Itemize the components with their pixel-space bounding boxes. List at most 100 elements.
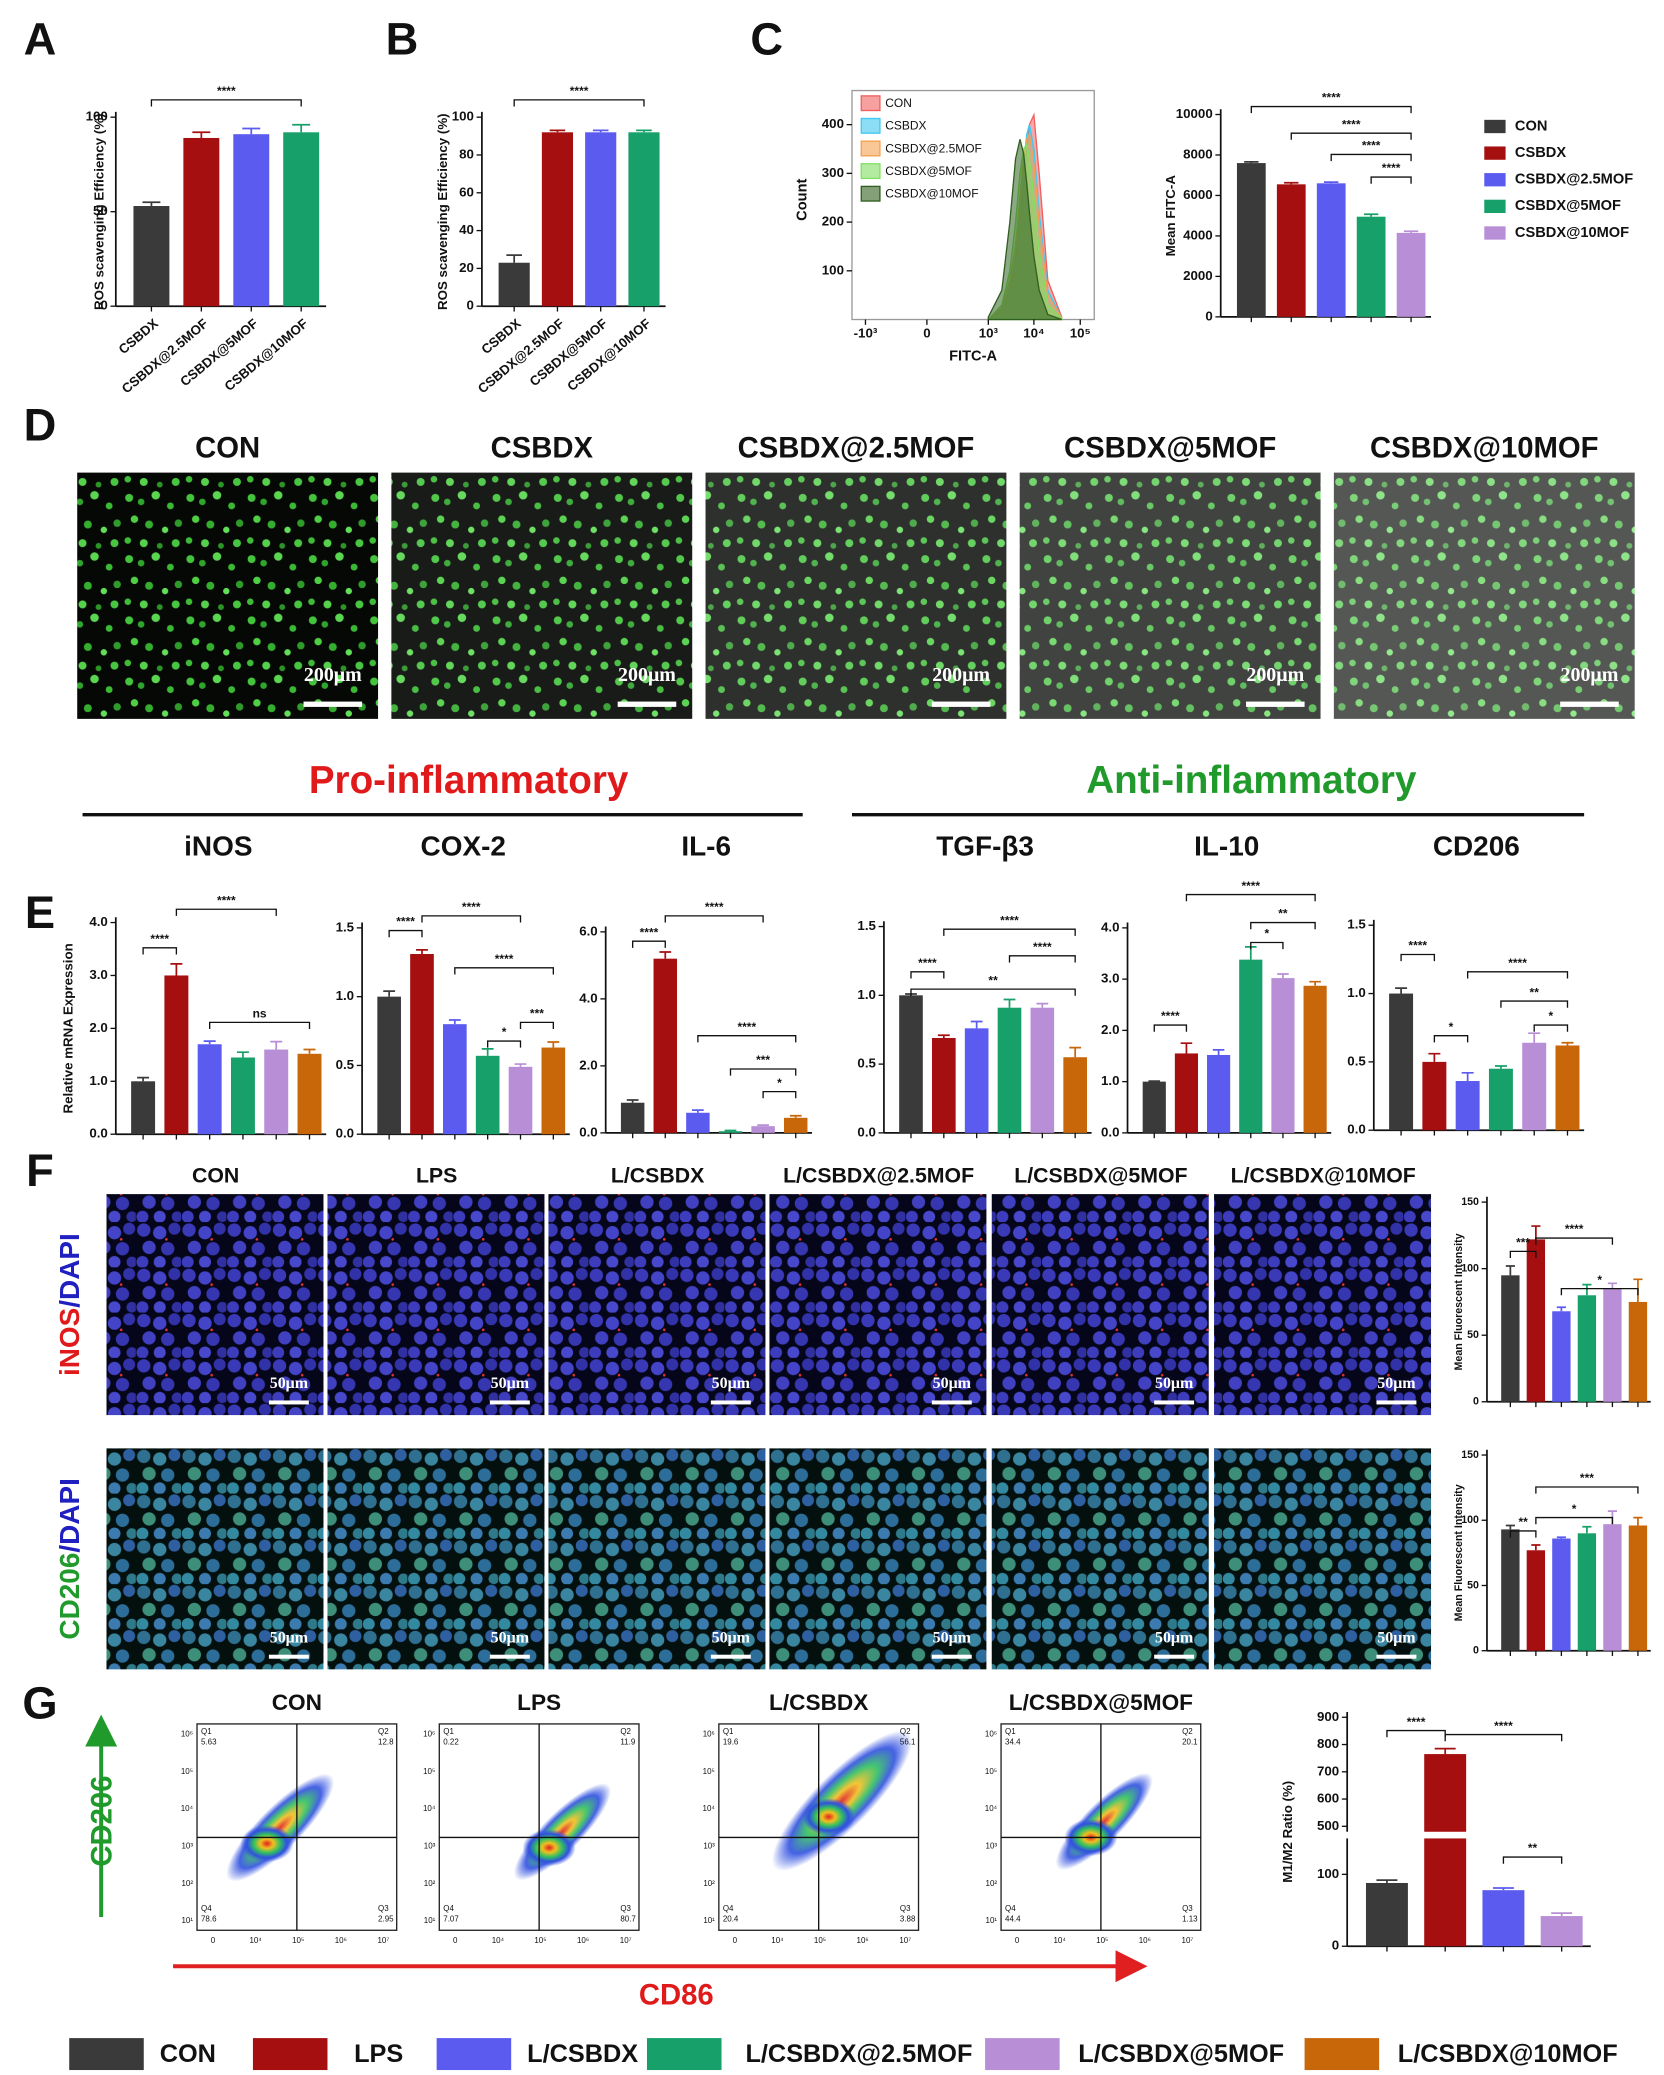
quadrant-name: Q1	[201, 1727, 212, 1736]
error-bar	[1284, 181, 1299, 185]
quadrant-value: 20.4	[723, 1915, 739, 1924]
sig-bracket	[175, 908, 277, 916]
bar	[964, 1028, 989, 1133]
y-tick-label: 8000	[1183, 146, 1213, 161]
sig-label: ****	[150, 932, 169, 946]
legend-label: L/CSBDX@5MOF	[1078, 2040, 1284, 2068]
y-tick-label: 10²	[986, 1879, 998, 1888]
micrograph	[1019, 472, 1321, 719]
sig-bracket	[910, 971, 945, 979]
y-tick-label: 0	[1473, 1645, 1479, 1657]
x-tick-label: 10⁴	[249, 1936, 262, 1945]
plot-title: L/CSBDX	[769, 1690, 868, 1715]
sig-label: ****	[918, 956, 937, 970]
y-tick-label: 10²	[424, 1879, 436, 1888]
scale-bar	[931, 701, 991, 707]
quadrant-name: Q4	[201, 1904, 212, 1913]
y-tick-label: 10⁴	[985, 1804, 998, 1813]
micrograph	[327, 1448, 545, 1670]
bar	[197, 1044, 222, 1135]
bar	[1207, 1054, 1231, 1133]
image-title: CON	[192, 1163, 239, 1187]
legend-label: CSBDX@10MOF	[1515, 225, 1629, 241]
quadrant-value: 7.07	[443, 1915, 459, 1924]
legend-swatch	[860, 185, 881, 202]
y-tick-label: 100	[822, 262, 844, 277]
y-tick-label: 100	[452, 109, 474, 124]
micrograph	[391, 472, 693, 719]
sig-bracket	[519, 1021, 555, 1030]
sig-bracket	[1444, 1733, 1563, 1742]
legend-swatch	[860, 163, 881, 180]
y-tick-label: 10⁴	[181, 1804, 194, 1813]
x-tick-label: 10⁵	[814, 1936, 826, 1945]
x-tick-label: -10³	[854, 326, 878, 341]
bar	[233, 134, 270, 307]
y-tick-label: 10¹	[181, 1916, 193, 1925]
bar	[264, 1049, 289, 1135]
section-title: Pro-inflammatory	[309, 759, 629, 802]
y-tick-label: 40	[459, 222, 474, 237]
scale-label: 50μm	[933, 1629, 972, 1646]
y-tick-label: 0	[467, 298, 474, 313]
x-tick-label: 10⁵	[1070, 326, 1091, 341]
sig-label: **	[1530, 985, 1540, 999]
sig-label: ****	[1000, 913, 1019, 927]
x-tick-label: 10⁵	[292, 1936, 304, 1945]
y-tick-label: 2.0	[1101, 1022, 1120, 1037]
error-bar	[1036, 1002, 1049, 1008]
y-axis-label: Mean Fluorescent Intensity	[1453, 1233, 1465, 1370]
sig-label: ****	[1362, 139, 1381, 153]
y-tick-label: 50	[1467, 1329, 1479, 1341]
y-tick-label: 10⁶	[703, 1730, 715, 1739]
y-tick-label: 0.0	[579, 1124, 598, 1139]
x-tick-label: 0	[923, 326, 930, 341]
y-tick-label: 10³	[703, 1842, 715, 1851]
quadrant-value: 19.6	[723, 1738, 739, 1747]
error-bar	[292, 123, 311, 133]
bar	[1174, 1053, 1199, 1133]
bar	[686, 1112, 710, 1133]
y-tick-label: 10¹	[424, 1916, 436, 1925]
legend-swatch	[1484, 119, 1506, 134]
error-bar	[1556, 1306, 1566, 1312]
quadrant-value: 80.7	[620, 1915, 636, 1924]
sig-label: ****	[1342, 117, 1361, 131]
error-bar	[549, 129, 566, 133]
bar	[1603, 1524, 1622, 1651]
micrograph	[991, 1448, 1209, 1670]
y-tick-label: 700	[1317, 1763, 1339, 1778]
y-tick-label: 10⁵	[985, 1767, 997, 1776]
bar	[1501, 1529, 1520, 1651]
row-label-part: iNOS	[54, 1308, 85, 1376]
plot-title: LPS	[517, 1690, 561, 1715]
y-tick-label: 1.5	[857, 918, 876, 933]
histogram-area	[987, 139, 1063, 321]
sig-label: ***	[756, 1053, 770, 1067]
legend-label: LPS	[354, 2040, 403, 2068]
y-tick-label: 150	[1461, 1449, 1479, 1461]
sig-bracket	[1008, 955, 1076, 963]
bar	[718, 1131, 743, 1133]
sig-bracket	[1250, 921, 1316, 930]
sig-label: *	[1549, 1009, 1554, 1023]
quadrant-name: Q4	[1005, 1904, 1016, 1913]
x-tick-label: 0	[733, 1936, 738, 1945]
quadrant-name: Q1	[1005, 1727, 1016, 1736]
sig-label: **	[988, 973, 998, 987]
x-tick-label: 0	[1015, 1936, 1020, 1945]
error-bar	[1324, 181, 1339, 184]
bar	[1303, 985, 1327, 1133]
y-tick-label: 6.0	[579, 923, 598, 938]
sig-bracket	[1386, 1729, 1446, 1738]
bar	[1365, 1882, 1408, 1947]
error-bar	[626, 1099, 639, 1103]
sig-label: ****	[495, 952, 514, 966]
sig-bracket	[208, 1021, 311, 1030]
y-tick-label: 50	[1467, 1579, 1479, 1591]
x-tick-label: 10⁷	[899, 1936, 911, 1945]
scale-label: 50μm	[712, 1375, 751, 1392]
legend-swatch	[860, 95, 881, 112]
sig-bracket	[513, 99, 645, 107]
error-bar	[1395, 987, 1408, 994]
